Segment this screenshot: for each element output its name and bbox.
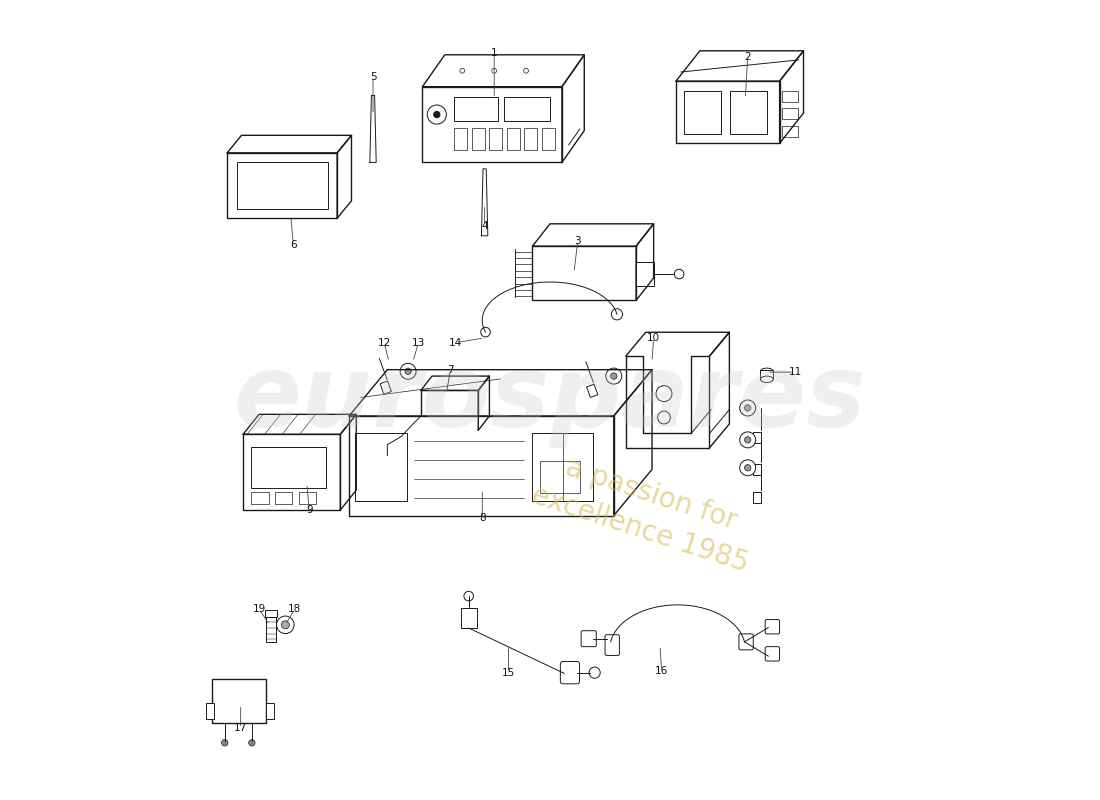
Circle shape xyxy=(400,363,416,379)
Bar xyxy=(532,246,636,300)
Bar xyxy=(251,447,326,488)
Bar xyxy=(461,608,476,628)
Circle shape xyxy=(460,68,464,73)
Circle shape xyxy=(739,400,756,416)
Circle shape xyxy=(658,411,670,424)
Bar xyxy=(676,81,780,143)
Bar xyxy=(782,90,797,102)
Text: 18: 18 xyxy=(288,604,301,614)
Text: 10: 10 xyxy=(647,333,660,343)
Bar xyxy=(754,432,761,443)
Circle shape xyxy=(656,386,672,402)
Bar xyxy=(381,381,392,394)
Circle shape xyxy=(276,616,294,634)
Bar xyxy=(275,493,293,504)
Circle shape xyxy=(739,460,756,476)
Bar xyxy=(504,97,550,121)
Circle shape xyxy=(282,621,289,629)
Circle shape xyxy=(606,368,621,384)
Bar xyxy=(355,434,407,502)
Text: eurospares: eurospares xyxy=(233,351,867,449)
Text: 11: 11 xyxy=(789,367,802,377)
Text: 2: 2 xyxy=(745,52,751,62)
Bar xyxy=(265,610,277,617)
Bar xyxy=(754,492,761,503)
FancyBboxPatch shape xyxy=(560,662,580,684)
Text: 5: 5 xyxy=(370,72,376,82)
Text: 14: 14 xyxy=(449,338,463,347)
Text: 6: 6 xyxy=(290,239,297,250)
Text: 16: 16 xyxy=(654,666,668,676)
Circle shape xyxy=(745,437,751,443)
Circle shape xyxy=(745,405,751,411)
Text: 15: 15 xyxy=(502,668,515,678)
FancyBboxPatch shape xyxy=(605,634,619,655)
Bar xyxy=(525,128,537,150)
Bar xyxy=(266,703,274,719)
Ellipse shape xyxy=(760,376,773,382)
Bar xyxy=(730,90,767,134)
Circle shape xyxy=(427,105,447,124)
Bar xyxy=(684,90,721,134)
Bar xyxy=(490,128,503,150)
Circle shape xyxy=(674,270,684,279)
Circle shape xyxy=(433,111,440,118)
Ellipse shape xyxy=(760,368,773,374)
Text: 13: 13 xyxy=(411,338,425,347)
Circle shape xyxy=(524,68,528,73)
Circle shape xyxy=(745,465,751,471)
FancyBboxPatch shape xyxy=(766,646,780,661)
Circle shape xyxy=(610,373,617,379)
FancyBboxPatch shape xyxy=(739,634,754,650)
Bar xyxy=(782,108,797,119)
Bar xyxy=(236,162,328,209)
Text: 12: 12 xyxy=(377,338,390,347)
Bar xyxy=(586,384,598,398)
Bar xyxy=(540,462,581,494)
Bar xyxy=(243,434,340,510)
Text: 7: 7 xyxy=(447,365,453,374)
Bar xyxy=(454,128,467,150)
Bar xyxy=(251,493,268,504)
Text: 19: 19 xyxy=(252,604,265,614)
Bar xyxy=(299,493,317,504)
Circle shape xyxy=(464,591,473,601)
Bar xyxy=(227,153,337,218)
Circle shape xyxy=(492,68,496,73)
Bar xyxy=(636,262,653,286)
Bar xyxy=(349,416,614,515)
Circle shape xyxy=(739,432,756,448)
Text: 3: 3 xyxy=(574,235,581,246)
Bar xyxy=(472,128,485,150)
FancyBboxPatch shape xyxy=(766,619,780,634)
Bar xyxy=(206,703,213,719)
Circle shape xyxy=(481,327,491,337)
Text: 8: 8 xyxy=(478,513,485,523)
Text: 9: 9 xyxy=(306,505,312,515)
Circle shape xyxy=(249,740,255,746)
Bar xyxy=(542,128,554,150)
Bar xyxy=(507,128,519,150)
Bar xyxy=(212,679,266,723)
Bar xyxy=(266,617,276,642)
Circle shape xyxy=(221,740,228,746)
Circle shape xyxy=(382,455,393,466)
Bar xyxy=(754,464,761,475)
Circle shape xyxy=(590,667,601,678)
Circle shape xyxy=(405,368,411,374)
Bar xyxy=(422,86,562,162)
Bar xyxy=(760,370,773,379)
Bar xyxy=(454,97,498,121)
Bar xyxy=(421,390,478,430)
Text: 17: 17 xyxy=(234,723,248,734)
Bar xyxy=(532,434,593,502)
FancyBboxPatch shape xyxy=(581,630,596,646)
Circle shape xyxy=(612,309,623,320)
Text: a passion for
excellence 1985: a passion for excellence 1985 xyxy=(528,446,763,578)
Text: 1: 1 xyxy=(491,48,497,58)
Text: 4: 4 xyxy=(482,222,488,231)
Bar xyxy=(782,126,797,137)
